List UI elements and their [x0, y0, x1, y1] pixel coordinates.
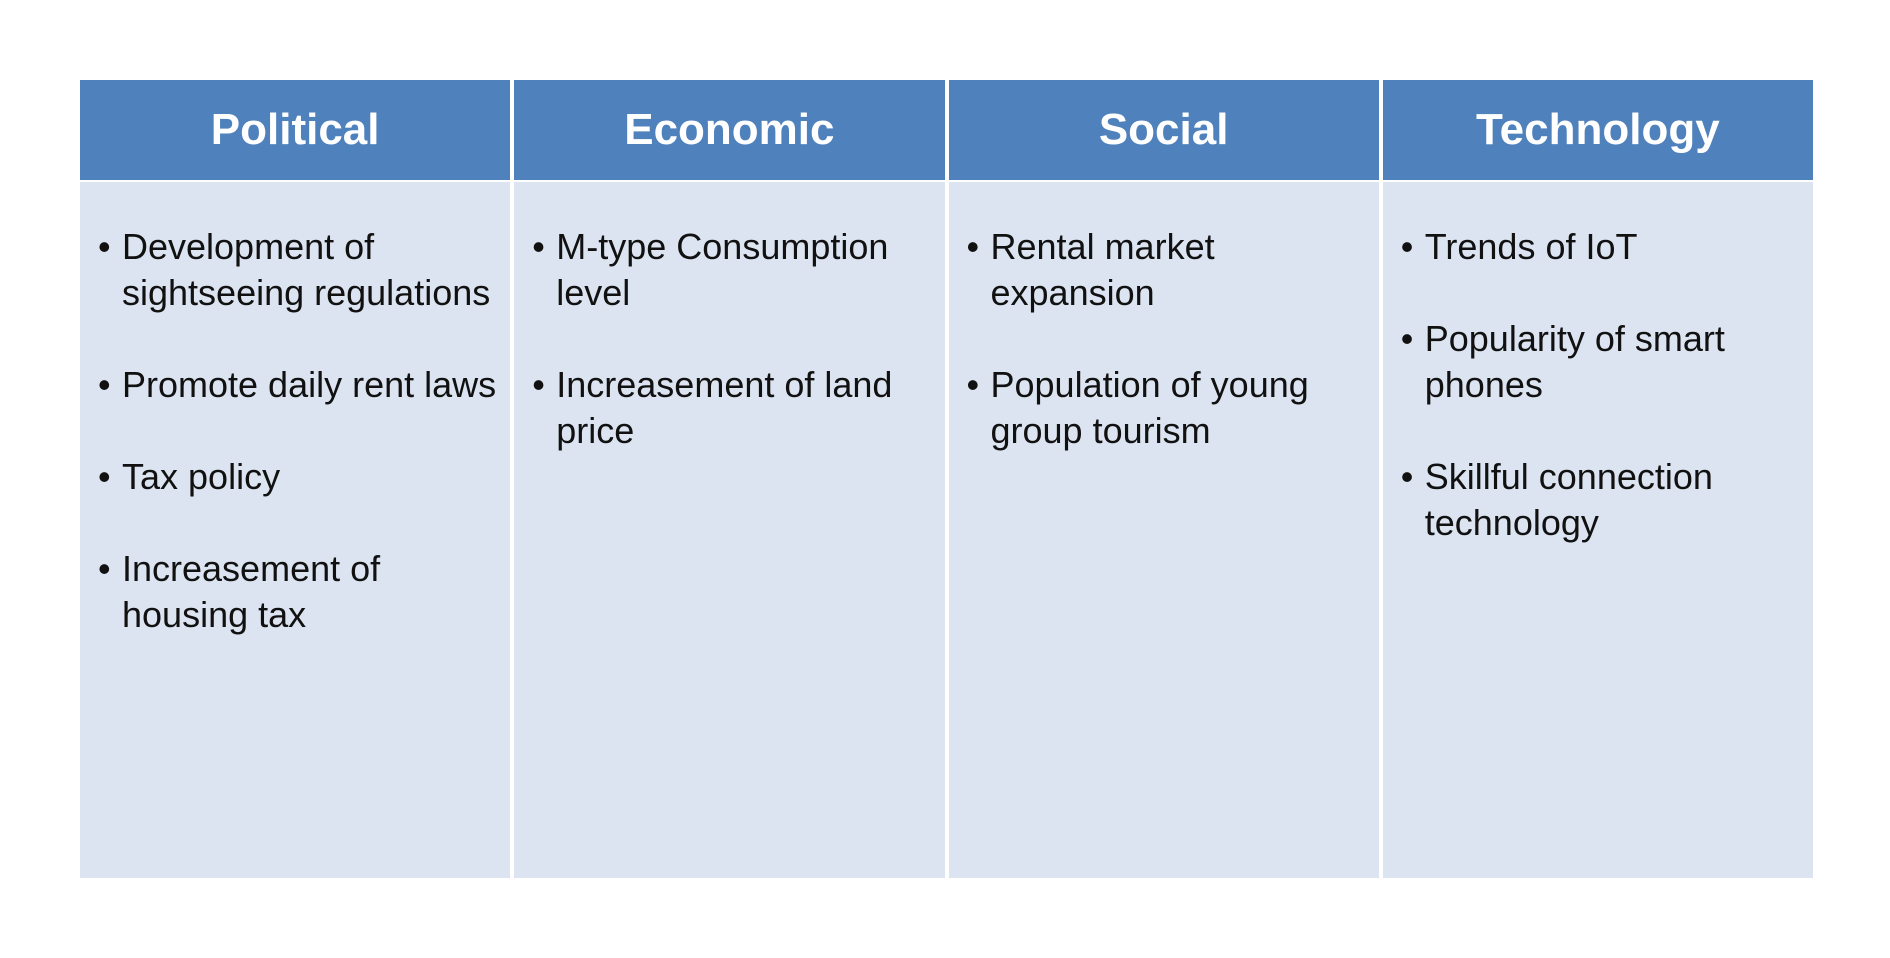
- list-item: Increasement of land price: [532, 362, 930, 454]
- list-item: Tax policy: [98, 454, 496, 500]
- economic-header: Economic: [514, 80, 945, 180]
- social-list: Rental market expansion Population of yo…: [967, 224, 1365, 454]
- technology-list: Trends of IoT Popularity of smart phones…: [1401, 224, 1799, 546]
- list-item: Rental market expansion: [967, 224, 1365, 316]
- political-body: Development of sightseeing regulations P…: [80, 182, 511, 878]
- economic-column: Economic M-type Consumption level Increa…: [514, 80, 945, 878]
- social-column: Social Rental market expansion Populatio…: [948, 80, 1379, 878]
- technology-body: Trends of IoT Popularity of smart phones…: [1382, 182, 1813, 878]
- list-item: Skillful connection technology: [1401, 454, 1799, 546]
- economic-list: M-type Consumption level Increasement of…: [532, 224, 930, 454]
- list-item: Trends of IoT: [1401, 224, 1799, 270]
- political-list: Development of sightseeing regulations P…: [98, 224, 496, 638]
- social-body: Rental market expansion Population of yo…: [948, 182, 1379, 878]
- technology-column: Technology Trends of IoT Popularity of s…: [1382, 80, 1813, 878]
- list-item: Promote daily rent laws: [98, 362, 496, 408]
- list-item: Increasement of housing tax: [98, 546, 496, 638]
- political-header: Political: [80, 80, 511, 180]
- economic-body: M-type Consumption level Increasement of…: [514, 182, 945, 878]
- list-item: Population of young group tourism: [967, 362, 1365, 454]
- list-item: Development of sightseeing regulations: [98, 224, 496, 316]
- technology-header: Technology: [1382, 80, 1813, 180]
- list-item: Popularity of smart phones: [1401, 316, 1799, 408]
- pest-analysis-table: Political Development of sightseeing reg…: [80, 80, 1813, 878]
- political-column: Political Development of sightseeing reg…: [80, 80, 511, 878]
- social-header: Social: [948, 80, 1379, 180]
- list-item: M-type Consumption level: [532, 224, 930, 316]
